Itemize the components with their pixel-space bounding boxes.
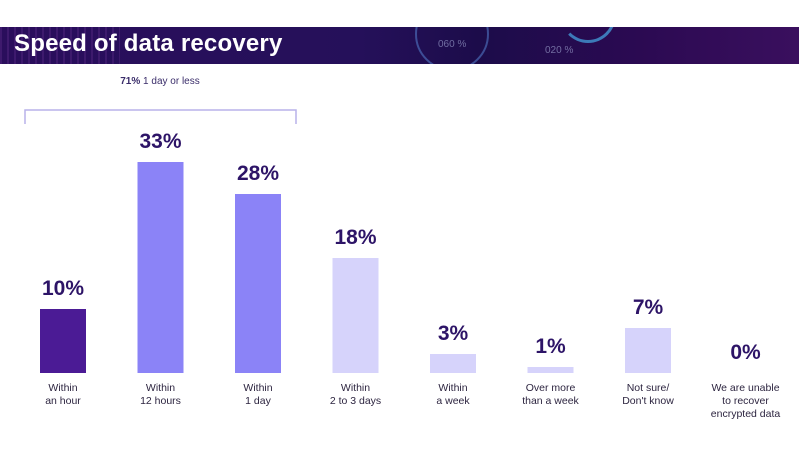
bar-within-a-week bbox=[430, 354, 476, 373]
header-banner: 060 % 020 % Speed of data recovery bbox=[0, 27, 799, 64]
category-label-within-2-to-3-days: Within 2 to 3 days bbox=[330, 382, 381, 407]
value-label-within-12-hours: 33% bbox=[139, 130, 181, 153]
value-label-over-more-than-a-week: 1% bbox=[535, 335, 566, 358]
value-label-within-1-day: 28% bbox=[237, 162, 279, 185]
bar-within-2-to-3-days bbox=[332, 258, 379, 373]
bracket-line bbox=[24, 109, 297, 124]
value-label-within-2-to-3-days: 18% bbox=[334, 226, 376, 249]
annotation-label: 71% 1 day or less bbox=[120, 76, 200, 87]
decorative-text: 020 % bbox=[545, 45, 574, 56]
bar-within-1-day bbox=[235, 194, 281, 373]
annotation-value: 71% bbox=[120, 76, 140, 87]
category-label-over-more-than-a-week: Over more than a week bbox=[522, 382, 579, 407]
decorative-text: 060 % bbox=[438, 39, 467, 50]
category-label-we-are-unable-to-recover-encrypted-data: We are unable to recover encrypted data bbox=[711, 382, 781, 420]
value-label-within-an-hour: 10% bbox=[42, 277, 84, 300]
category-label-within-12-hours: Within 12 hours bbox=[140, 382, 181, 407]
decorative-pattern bbox=[0, 27, 120, 64]
bar-within-an-hour bbox=[40, 309, 86, 373]
annotation-text: 1 day or less bbox=[140, 76, 199, 87]
category-label-within-an-hour: Within an hour bbox=[45, 382, 81, 407]
value-label-not-sure-don-t-know: 7% bbox=[633, 296, 664, 319]
bar-not-sure-don-t-know bbox=[625, 328, 671, 373]
annotation-bracket: 71% 1 day or less bbox=[24, 76, 297, 124]
value-label-within-a-week: 3% bbox=[438, 322, 469, 345]
bar-within-12-hours bbox=[137, 162, 184, 373]
page-title: Speed of data recovery bbox=[14, 30, 283, 57]
bar-over-more-than-a-week bbox=[527, 367, 574, 373]
category-label-within-1-day: Within 1 day bbox=[243, 382, 272, 407]
category-label-not-sure-don-t-know: Not sure/Don't know bbox=[622, 382, 674, 407]
value-label-we-are-unable-to-recover-encrypted-data: 0% bbox=[730, 341, 761, 364]
category-label-within-a-week: Within a week bbox=[436, 382, 470, 407]
